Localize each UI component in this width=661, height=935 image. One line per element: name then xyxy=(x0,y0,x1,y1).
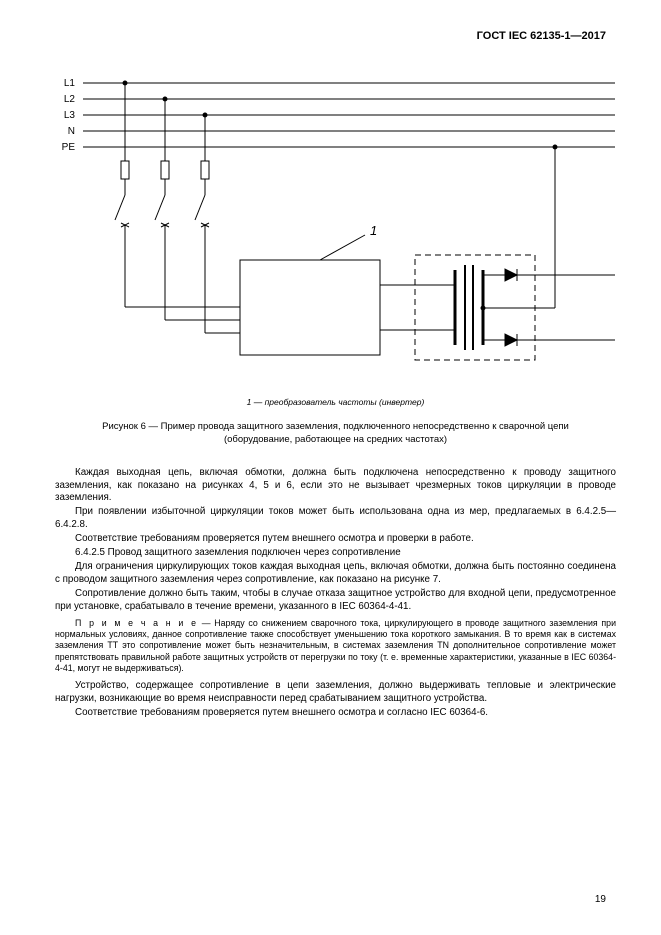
figure-caption: Рисунок 6 — Пример провода защитного заз… xyxy=(55,421,616,447)
para-1: Каждая выходная цепь, включая обмотки, д… xyxy=(55,467,616,506)
doc-number: ГОСТ IEC 62135-1—2017 xyxy=(477,30,606,42)
para-7: Устройство, содержащее сопротивление в ц… xyxy=(55,680,616,706)
para-2: При появлении избыточной циркуляции токо… xyxy=(55,506,616,532)
para-5: Для ограничения циркулирующих токов кажд… xyxy=(55,561,616,587)
page-number: 19 xyxy=(595,894,606,905)
body-text: Каждая выходная цепь, включая обмотки, д… xyxy=(55,467,616,720)
note: П р и м е ч а н и е — Наряду со снижение… xyxy=(55,618,616,674)
page: ГОСТ IEC 62135-1—2017 L1 L2 L3 N PE xyxy=(0,0,661,935)
caption-line2: (оборудование, работающее на средних час… xyxy=(224,434,447,445)
caption-line1: Рисунок 6 — Пример провода защитного заз… xyxy=(102,421,569,432)
para-4: 6.4.2.5 Провод защитного заземления подк… xyxy=(55,547,616,560)
note-keyword: П р и м е ч а н и е xyxy=(75,618,198,628)
circuit-diagram: L1 L2 L3 N PE xyxy=(55,75,616,395)
para-6: Сопротивление должно быть таким, чтобы в… xyxy=(55,588,616,614)
legend: 1 — преобразователь частоты (инвертер) xyxy=(55,397,616,407)
circuit-svg: 1 xyxy=(55,75,615,395)
callout-1: 1 xyxy=(370,223,377,238)
para-8: Соответствие требованиям проверяется пут… xyxy=(55,707,616,720)
legend-text: — преобразователь частоты (инвертер) xyxy=(251,397,424,407)
para-3: Соответствие требованиям проверяется пут… xyxy=(55,533,616,546)
